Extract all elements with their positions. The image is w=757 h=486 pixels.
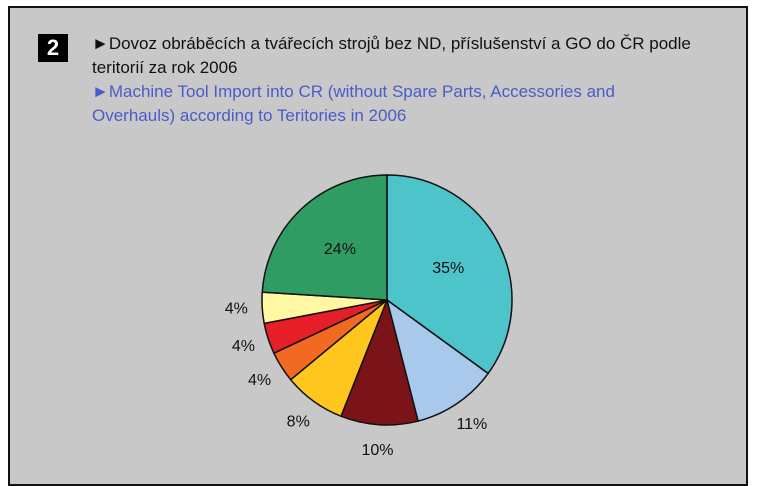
chart-title: ►Dovoz obráběcích a tvářecích strojů bez…: [92, 34, 691, 77]
data-label: 8%: [287, 413, 310, 430]
pie-slice: [261, 174, 388, 301]
data-label: 11%: [456, 416, 487, 433]
badge: 2: [38, 34, 68, 62]
data-label: 35%: [432, 260, 464, 277]
pie-slice: [340, 297, 419, 426]
data-label: 4%: [248, 372, 271, 389]
data-label: 10%: [362, 442, 394, 459]
data-label: 24%: [324, 241, 356, 258]
data-label: 4%: [225, 301, 248, 318]
pie-slice: [386, 174, 513, 375]
data-label: 4%: [232, 338, 255, 355]
pie-slice: [385, 298, 490, 422]
chart-subtitle: ►Machine Tool Import into CR (without Sp…: [92, 82, 615, 125]
